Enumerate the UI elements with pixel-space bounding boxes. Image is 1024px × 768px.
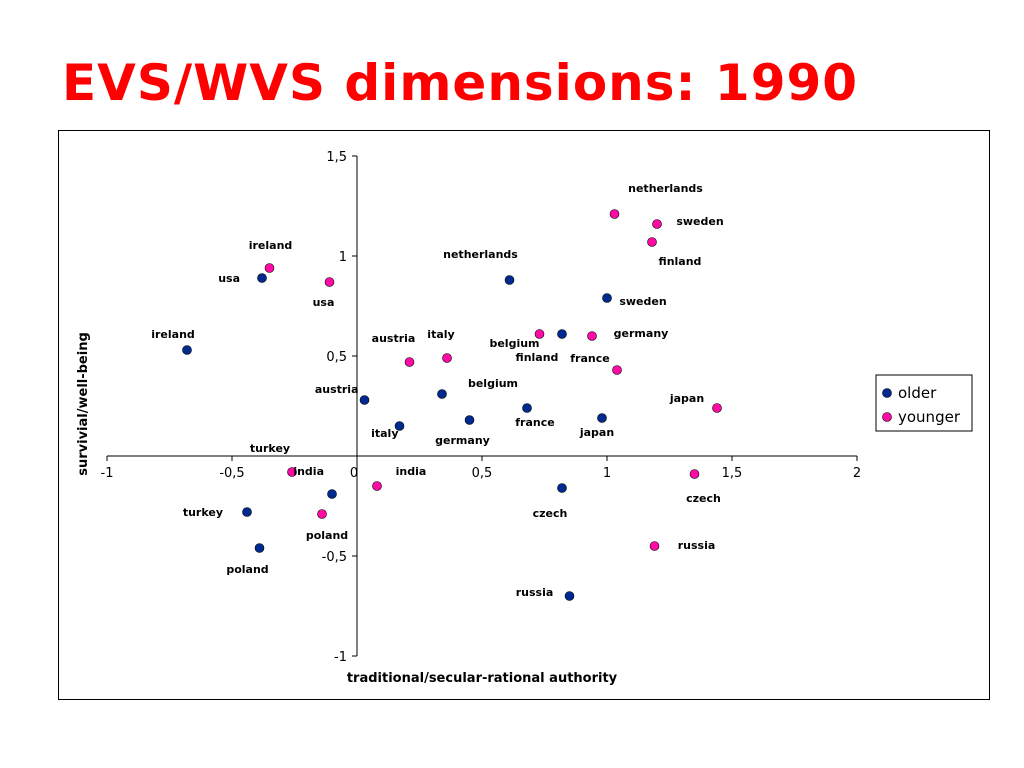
scatter-chart: -1 -0,5 0 0,5 1 1,5 2 -1 -0,5 0,5 1 1,5 usa ireland a… [76,150,973,686]
point-younger-france [612,365,622,375]
point-label-older-belgium: belgium [468,377,518,390]
legend-label-younger: younger [898,408,961,426]
point-older-france [522,403,532,413]
point-older-sweden [602,293,612,303]
point-younger-germany [587,331,597,341]
point-label-younger-russia: russia [678,539,716,552]
point-label-younger-czech: czech [686,492,721,505]
point-label-older-austria: austria [315,383,359,396]
x-tick-label: -1 [101,466,114,481]
legend: older younger [875,374,973,432]
point-older-japan [597,413,607,423]
y-tick-label: 0,5 [326,350,347,365]
point-label-older-sweden: sweden [619,295,666,308]
y-axis-title: survivial/well-being [76,332,91,476]
point-label-older-usa: usa [218,272,240,285]
point-label-younger-france: france [570,352,609,365]
point-younger-austria [404,357,415,367]
point-label-younger-india: india [396,465,427,478]
point-label-younger-poland: poland [306,529,348,542]
point-younger-ireland [264,263,275,273]
point-label-older-netherlands: netherlands [443,248,518,261]
point-label-older-ireland: ireland [151,328,195,341]
point-older-germany [464,415,475,425]
y-tick-label: -1 [334,650,347,665]
x-tick-label: 1 [603,466,611,481]
point-label-younger-ireland: ireland [249,239,293,252]
point-younger-finland [647,237,657,247]
point-older-austria [359,395,370,405]
point-label-younger-austria: austria [372,332,416,345]
point-label-younger-belgium: belgium [489,337,539,350]
point-younger-usa [324,277,335,287]
legend-box [875,374,973,432]
point-older-czech [557,483,567,493]
point-older-finland [557,329,567,339]
chart-frame: -1 -0,5 0 0,5 1 1,5 2 -1 -0,5 0,5 1 1,5 usa ireland a… [58,130,990,700]
point-label-older-germany: germany [435,434,490,447]
point-older-italy [394,421,405,431]
point-label-younger-italy: italy [427,328,454,341]
y-tick-label: 1 [339,250,347,265]
point-younger-netherlands [609,209,620,219]
y-tick-label: -0,5 [322,550,347,565]
point-younger-czech [689,469,700,479]
point-label-younger-sweden: sweden [676,215,723,228]
x-tick-label: 0,5 [472,466,493,481]
point-label-younger-finland: finland [659,255,702,268]
point-label-younger-netherlands: netherlands [628,182,703,195]
x-tick-label: -0,5 [219,466,244,481]
point-label-older-italy: italy [371,427,398,440]
point-label-older-finland: finland [516,351,559,364]
legend-marker-younger [882,412,892,422]
point-label-older-turkey: turkey [183,506,223,519]
axes: -1 -0,5 0 0,5 1 1,5 2 -1 -0,5 0,5 1 1,5 [101,150,862,665]
point-younger-turkey [287,467,297,477]
x-tick-label: 1,5 [722,466,743,481]
point-label-younger-usa: usa [313,296,335,309]
point-younger-italy [442,353,452,363]
legend-label-older: older [898,384,937,402]
point-label-older-france: france [515,416,554,429]
point-younger-india [372,481,382,491]
point-older-poland [254,543,265,553]
point-label-older-japan: japan [579,426,614,439]
point-label-younger-japan: japan [669,392,704,405]
point-older-usa [257,273,267,283]
y-tick-label: 1,5 [326,150,347,165]
point-label-older-czech: czech [533,507,568,520]
point-label-younger-germany: germany [614,327,669,340]
point-older-ireland [182,345,192,355]
point-label-older-poland: poland [226,563,268,576]
x-axis-title: traditional/secular-rational authority [347,671,618,686]
slide-title: EVS/WVS dimensions: 1990 [62,54,859,112]
point-older-russia [564,591,575,601]
data-points [182,209,722,601]
point-label-younger-turkey: turkey [250,442,290,455]
point-younger-belgium [534,329,545,339]
point-younger-japan [712,403,722,413]
point-label-older-russia: russia [516,586,554,599]
point-older-belgium [437,389,447,399]
point-labels: usa ireland austria italy belgium germany fran… [151,182,723,599]
point-older-india [327,489,337,499]
point-older-turkey [242,507,252,517]
point-younger-sweden [652,219,662,229]
point-label-older-india: india [293,465,324,478]
x-tick-label: 0 [350,466,358,481]
x-tick-label: 2 [853,466,861,481]
legend-marker-older [882,388,892,398]
point-younger-poland [317,509,327,519]
point-older-netherlands [504,275,515,285]
point-younger-russia [649,541,660,551]
